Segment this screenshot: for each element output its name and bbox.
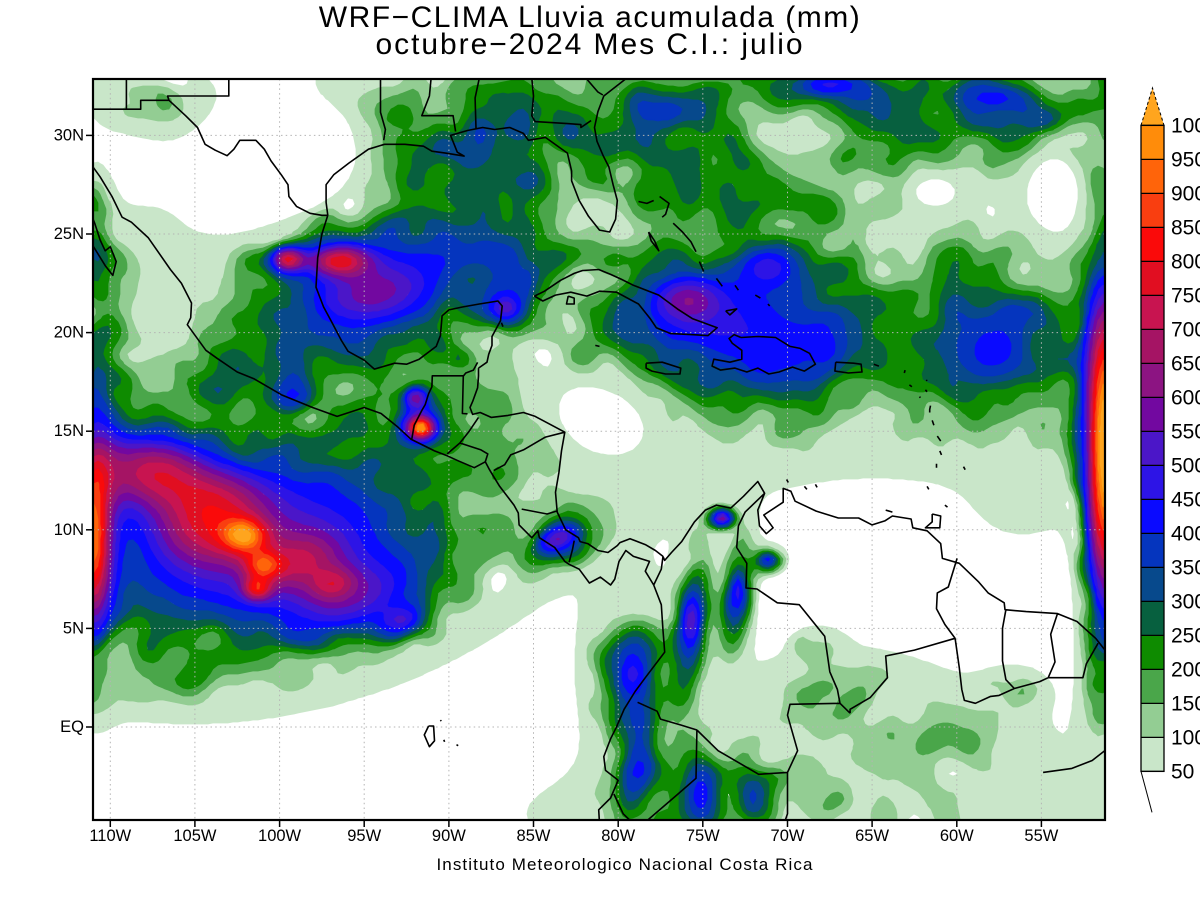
svg-text:650: 650 <box>1171 352 1200 375</box>
svg-text:100W: 100W <box>258 827 302 845</box>
svg-text:750: 750 <box>1171 284 1200 307</box>
svg-text:110W: 110W <box>89 827 131 845</box>
svg-text:500: 500 <box>1171 454 1200 477</box>
svg-text:80W: 80W <box>601 827 635 845</box>
svg-text:60W: 60W <box>940 827 974 845</box>
svg-text:850: 850 <box>1171 216 1200 239</box>
svg-text:400: 400 <box>1171 522 1200 545</box>
svg-text:550: 550 <box>1171 420 1200 443</box>
svg-text:50: 50 <box>1171 760 1194 783</box>
svg-text:25N: 25N <box>54 225 84 243</box>
svg-text:1000: 1000 <box>1171 114 1200 137</box>
svg-text:100: 100 <box>1171 726 1200 749</box>
svg-text:30N: 30N <box>54 126 84 144</box>
svg-text:450: 450 <box>1171 488 1200 511</box>
svg-text:700: 700 <box>1171 318 1200 341</box>
svg-text:octubre−2024 Mes C.I.: julio: octubre−2024 Mes C.I.: julio <box>376 28 805 61</box>
svg-text:EQ: EQ <box>60 718 84 736</box>
svg-text:15N: 15N <box>54 422 84 440</box>
svg-text:950: 950 <box>1171 148 1200 171</box>
svg-text:350: 350 <box>1171 556 1200 579</box>
svg-text:75W: 75W <box>686 827 720 845</box>
svg-text:WRF−CLIMA Lluvia acumulada (mm: WRF−CLIMA Lluvia acumulada (mm) <box>319 1 861 34</box>
svg-text:20N: 20N <box>54 324 84 342</box>
svg-text:800: 800 <box>1171 250 1200 273</box>
svg-text:300: 300 <box>1171 590 1200 613</box>
svg-text:95W: 95W <box>347 827 381 845</box>
svg-text:90W: 90W <box>432 827 466 845</box>
svg-text:200: 200 <box>1171 658 1200 681</box>
svg-text:5N: 5N <box>63 619 84 637</box>
svg-text:70W: 70W <box>771 827 805 845</box>
svg-text:10N: 10N <box>54 521 84 539</box>
svg-text:85W: 85W <box>517 827 551 845</box>
svg-text:55W: 55W <box>1024 827 1058 845</box>
svg-text:150: 150 <box>1171 692 1200 715</box>
svg-text:Instituto Meteorologico Nacion: Instituto Meteorologico Nacional Costa R… <box>436 855 813 874</box>
svg-text:65W: 65W <box>855 827 889 845</box>
svg-text:600: 600 <box>1171 386 1200 409</box>
svg-text:900: 900 <box>1171 182 1200 205</box>
svg-text:250: 250 <box>1171 624 1200 647</box>
svg-text:105W: 105W <box>173 827 217 845</box>
